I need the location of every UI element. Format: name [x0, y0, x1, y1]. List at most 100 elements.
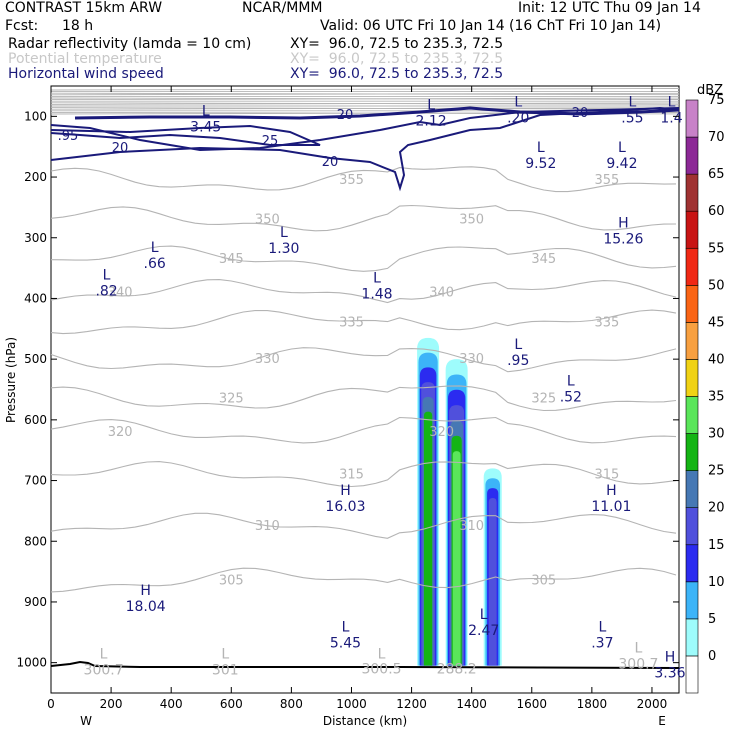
theta-contour-label: 330 — [255, 352, 280, 367]
colorbar-swatch — [685, 618, 699, 657]
extremum-value: 300.7 — [84, 663, 124, 679]
extremum-low-marker: L — [427, 97, 435, 113]
extremum-value: .37 — [591, 635, 613, 651]
field-reflectivity-xy: XY= 96.0, 72.5 to 235.3, 72.5 — [290, 36, 504, 52]
x-tick-label: 600 — [220, 697, 243, 711]
theta-contour-line — [50, 279, 677, 304]
x-tick-label: 2000 — [637, 697, 668, 711]
extremum-high-marker: H — [665, 650, 676, 666]
extremum-low-marker: L — [537, 140, 545, 156]
y-tick-label: 400 — [24, 291, 47, 305]
colorbar-label: 70 — [708, 130, 725, 145]
extremum-low-marker: L — [103, 267, 111, 283]
extremum-high-marker: H — [140, 583, 151, 599]
extremum-low-marker: L — [635, 641, 643, 657]
colorbar-swatch — [685, 247, 699, 286]
extremum-high-marker: H — [606, 483, 617, 499]
colorbar-swatch — [685, 136, 699, 175]
colorbar-label: 30 — [708, 427, 725, 442]
extremum-low-marker: L — [618, 140, 626, 156]
extremum-value: 1.4 — [660, 110, 682, 126]
colorbar-swatch — [685, 655, 699, 694]
wind-contour-label: 20 — [112, 141, 129, 156]
extremum-low-marker: L — [514, 94, 522, 110]
extremum-value: 3.45 — [190, 119, 221, 135]
theta-contour-label: 340 — [429, 285, 454, 300]
colorbar-label: 40 — [708, 352, 725, 367]
theta-upper-line — [50, 97, 680, 101]
x-tick-label: 1800 — [577, 697, 608, 711]
east-label: E — [658, 714, 666, 728]
wind-contour-line — [50, 107, 680, 152]
extremum-low-marker: L — [514, 337, 522, 353]
wind-contour-line — [50, 106, 680, 192]
extremum-low-marker: L — [480, 607, 488, 623]
y-tick-label: 800 — [24, 534, 47, 548]
extremum-value: .55 — [621, 110, 643, 126]
extremum-value: 11.01 — [591, 499, 631, 515]
colorbar-swatch — [685, 544, 699, 583]
wind-contour-label: 20 — [337, 108, 354, 123]
extremum-low-marker: L — [342, 619, 350, 635]
theta-contour-label: 325 — [219, 392, 244, 407]
theta-contour-line — [50, 461, 677, 488]
x-tick-label: 1400 — [456, 697, 487, 711]
extremum-value: 15.26 — [603, 232, 643, 248]
theta-contour-line — [50, 416, 677, 444]
colorbar-label: 5 — [708, 612, 716, 627]
axes: 0 200 400 600 800 1000 1200 1400 1600 1800 2000 100… — [16, 86, 679, 711]
theta-contour-label: 305 — [219, 574, 244, 589]
theta-surface-label: 288.2 — [437, 662, 477, 678]
highs-lows: L3.45L2.12L.20L.55L1.4L9.52L9.42H15.26L1… — [84, 94, 686, 681]
colorbar-swatch — [685, 99, 699, 138]
theta-contour-line — [50, 347, 677, 373]
y-tick-label: 100 — [24, 109, 47, 123]
extremum-low-marker: L — [221, 647, 229, 663]
y-axis-title: Pressure (hPa) — [4, 337, 18, 423]
theta-contour-label: 310 — [255, 519, 280, 534]
extremum-low-marker: L — [378, 647, 386, 663]
x-axis-title: Distance (km) — [323, 714, 407, 728]
colorbar-label: 50 — [708, 278, 725, 293]
extremum-value: 1.30 — [268, 241, 299, 257]
colorbar-swatch — [685, 210, 699, 249]
extremum-high-marker: H — [340, 483, 351, 499]
fcst-value: 18 h — [62, 18, 94, 34]
theta-contour-label: 340 — [108, 285, 133, 300]
colorbar-label: 55 — [708, 241, 725, 256]
extremum-low-marker: L — [668, 94, 676, 110]
theta-contour-label: 355 — [594, 173, 619, 188]
theta-upper-line — [50, 107, 680, 110]
west-label: W — [80, 714, 92, 728]
field-wind-xy: XY= 96.0, 72.5 to 235.3, 72.5 — [290, 66, 504, 82]
reflectivity-level-30 — [423, 411, 433, 666]
theta-contour-label: 355 — [339, 173, 364, 188]
extremum-low-marker: L — [151, 240, 159, 256]
colorbar-swatch — [685, 285, 699, 323]
colorbar-label: 65 — [708, 167, 725, 182]
theta-contour-label: 335 — [339, 316, 364, 331]
extremum-value: .82 — [95, 283, 117, 299]
colorbar-label: 45 — [708, 315, 725, 330]
theta-contour-line — [50, 512, 677, 539]
extremum-low-marker: L — [202, 103, 210, 119]
colorbar-swatch — [685, 173, 699, 212]
extremum-low-marker: L — [567, 374, 575, 390]
theta-contour-label: 315 — [594, 467, 619, 482]
colorbar-label: 75 — [708, 93, 725, 108]
y-tick-label: 600 — [24, 413, 47, 427]
reflectivity-layer — [417, 337, 502, 666]
extremum-value: 18.04 — [126, 599, 166, 615]
extremum-value: 300.7 — [618, 657, 658, 673]
extremum-value: 3.36 — [654, 666, 685, 682]
colorbar-label: 15 — [708, 538, 725, 553]
theta-upper-line — [50, 92, 680, 96]
x-tick-label: 1600 — [516, 697, 547, 711]
extremum-low-marker: L — [100, 647, 108, 663]
x-tick-label: 400 — [160, 697, 183, 711]
wind-contour-label: 20 — [322, 155, 339, 170]
theta-contour-label: 350 — [459, 213, 484, 228]
colorbar-swatch — [685, 322, 699, 360]
theta-contours: 305 305 310 310 315 315 320 320 325 325 330 330 335 3… — [50, 88, 680, 593]
